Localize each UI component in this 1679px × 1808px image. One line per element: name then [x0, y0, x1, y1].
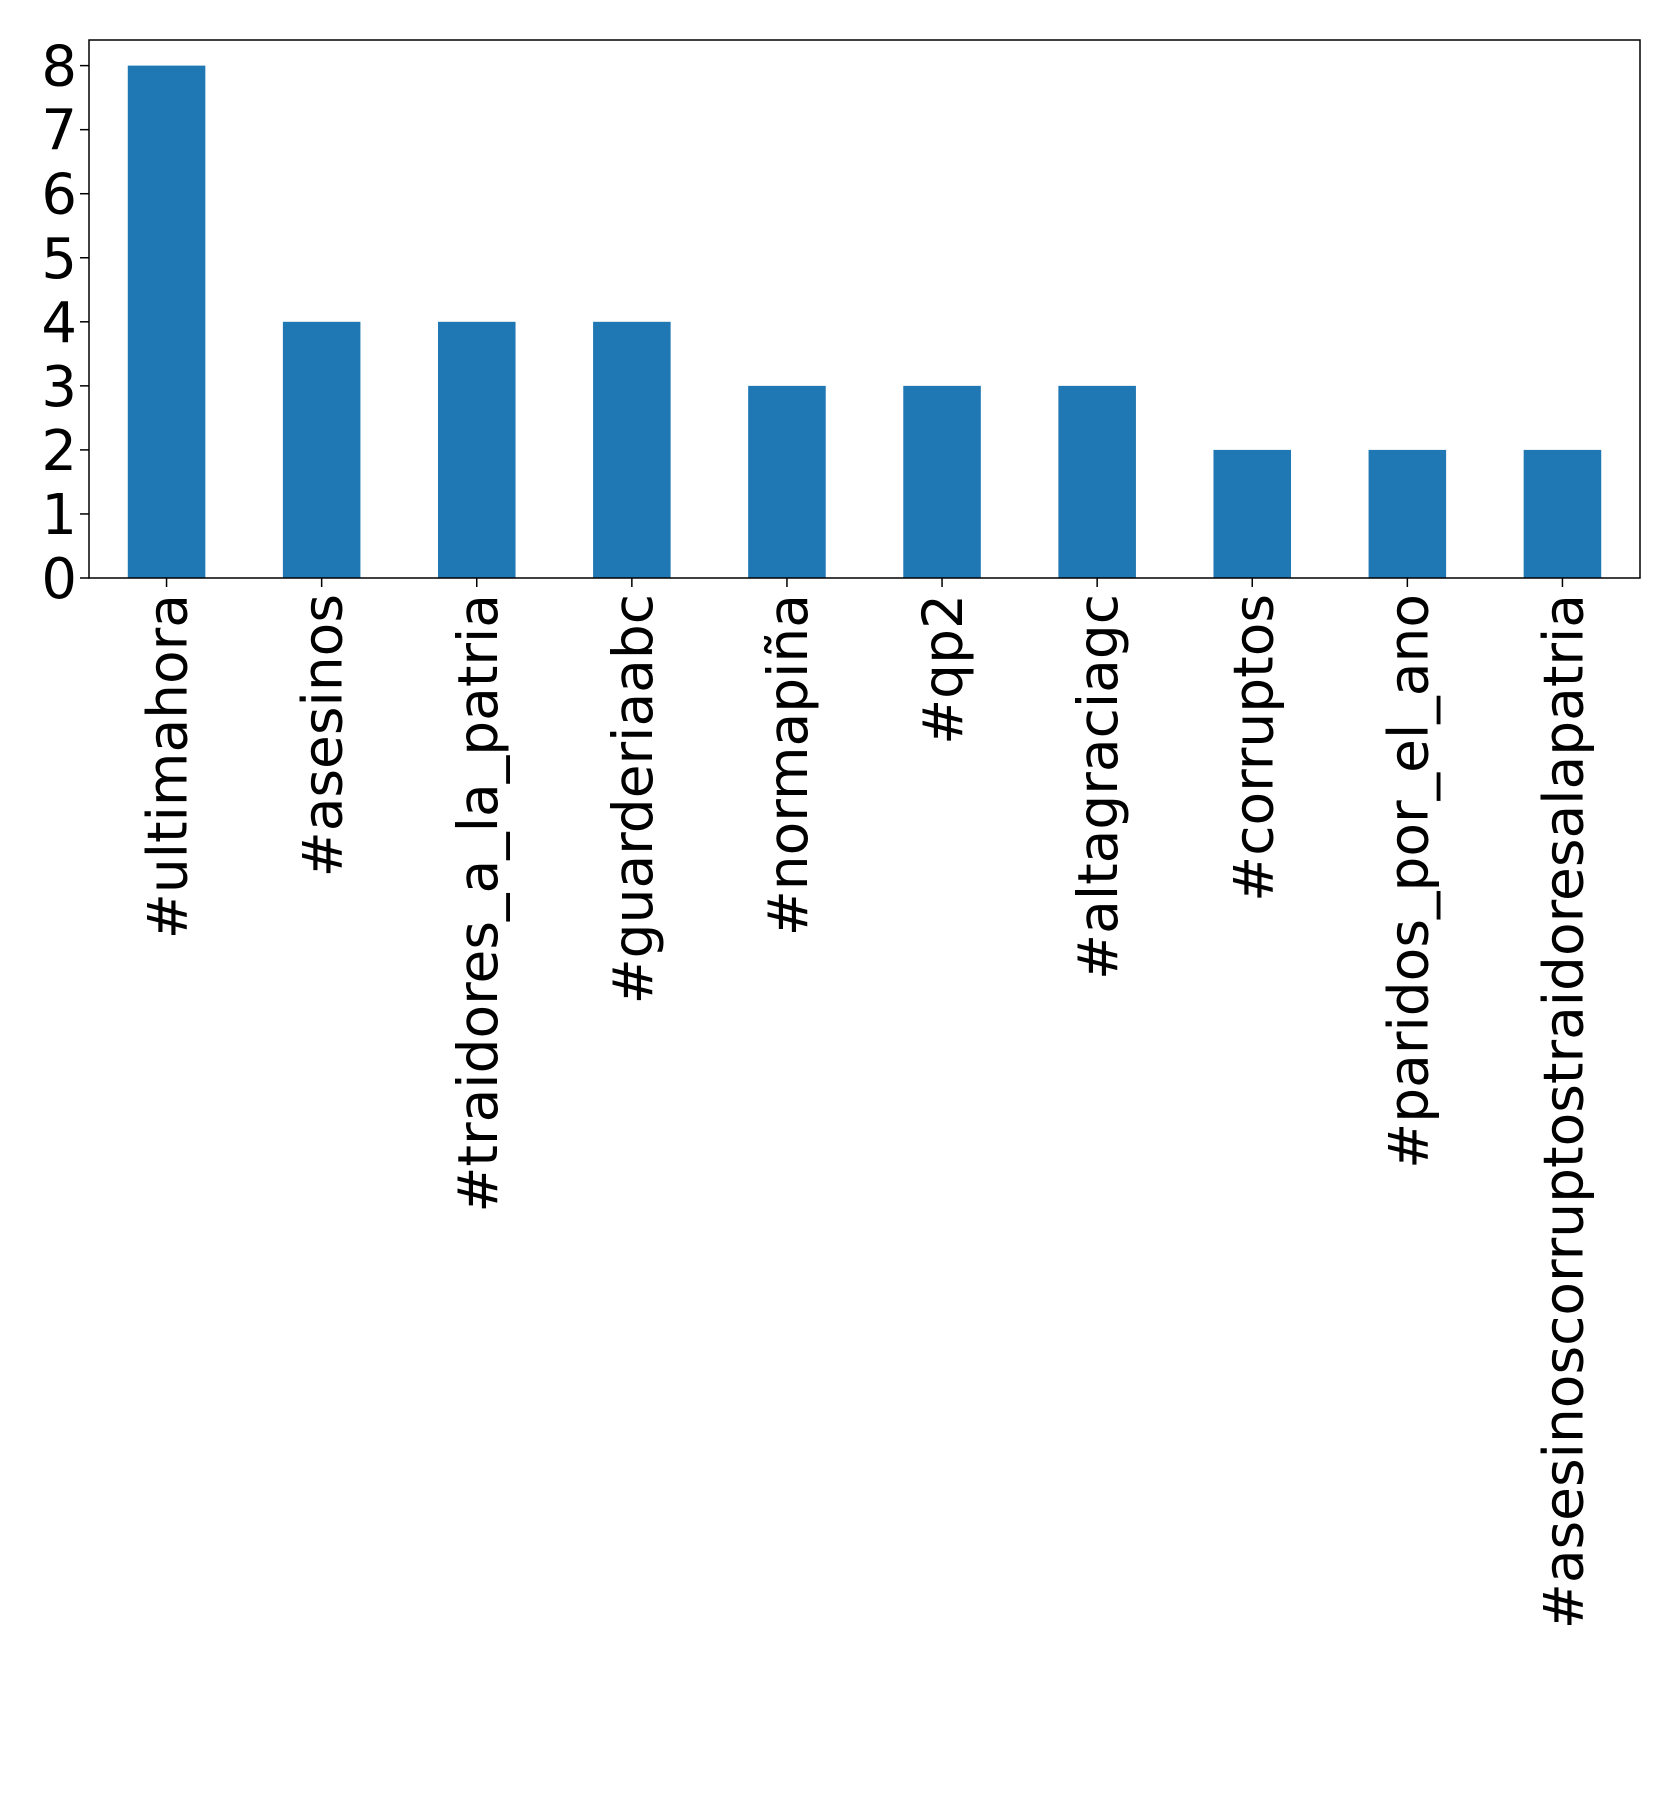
x-tick-label-9: #asesinoscorruptostraidoresalapatria — [1531, 594, 1595, 1629]
plot-frame — [88, 39, 1641, 579]
x-tick-label-2: #traidores_a_la_patria — [446, 594, 510, 1213]
x-tick-label-0: #ultimahora — [136, 594, 200, 939]
bars-layer — [127, 65, 1602, 579]
bar-3 — [593, 321, 671, 578]
bar-7 — [1213, 449, 1292, 578]
bar-6 — [1058, 385, 1136, 578]
bar-8 — [1368, 449, 1447, 578]
y-tick-label-8: 8 — [41, 35, 77, 100]
x-tick-label-5: #qp2 — [911, 594, 975, 745]
x-tick-label-3: #guarderiaabc — [601, 594, 665, 1004]
y-tick-label-0: 0 — [41, 547, 77, 612]
x-tick-label-6: #altagraciagc — [1066, 594, 1130, 980]
y-tick-label-1: 1 — [41, 483, 77, 548]
bar-5 — [903, 385, 981, 578]
x-axis: #ultimahora #asesinos #traidores_a_la_patr… — [136, 578, 1595, 1629]
bar-0 — [127, 65, 206, 579]
bar-1 — [282, 321, 361, 578]
x-tick-label-1: #asesinos — [291, 594, 355, 877]
y-tick-label-5: 5 — [41, 227, 77, 292]
y-tick-label-7: 7 — [41, 99, 77, 164]
x-tick-label-4: #normapiña — [756, 594, 820, 936]
bar-9 — [1523, 449, 1602, 578]
y-tick-label-3: 3 — [41, 355, 77, 420]
bar-2 — [437, 321, 516, 578]
y-tick-label-6: 6 — [41, 163, 77, 228]
y-tick-label-4: 4 — [41, 291, 77, 356]
x-tick-label-7: #corruptos — [1221, 594, 1285, 902]
x-tick-label-8: #paridos_por_el_ano — [1376, 594, 1440, 1169]
bar-4 — [748, 385, 826, 578]
y-tick-label-2: 2 — [41, 419, 77, 484]
